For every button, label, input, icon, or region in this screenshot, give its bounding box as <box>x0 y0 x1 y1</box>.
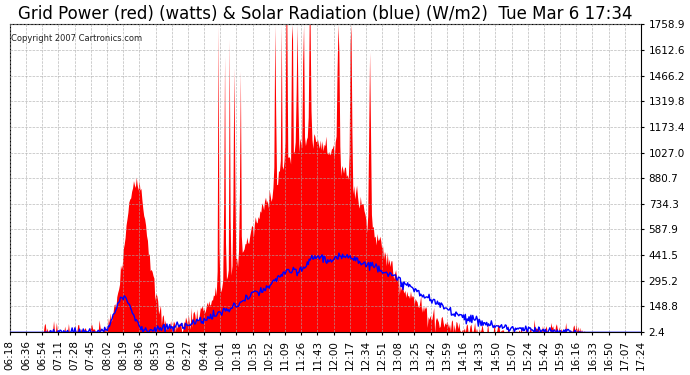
Title: Grid Power (red) (watts) & Solar Radiation (blue) (W/m2)  Tue Mar 6 17:34: Grid Power (red) (watts) & Solar Radiati… <box>18 5 633 23</box>
Text: Copyright 2007 Cartronics.com: Copyright 2007 Cartronics.com <box>11 34 142 43</box>
